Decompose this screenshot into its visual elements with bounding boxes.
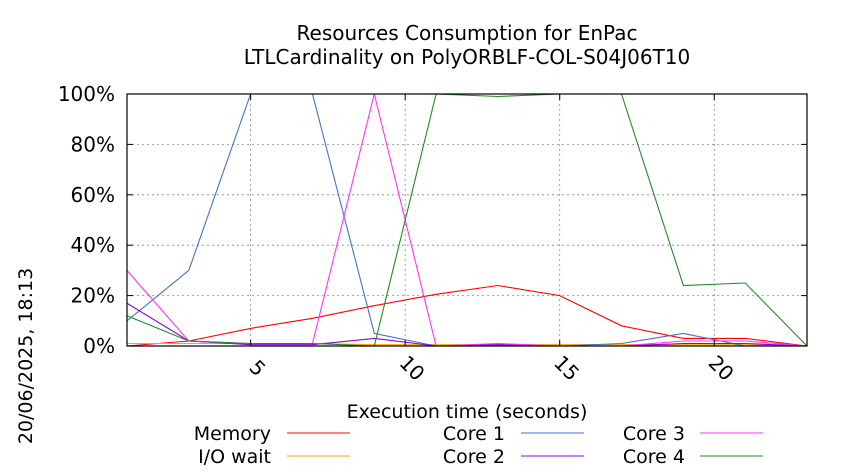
series-line-core-3 bbox=[126, 93, 808, 347]
x-axis-label: Execution time (seconds) bbox=[347, 401, 588, 423]
chart-title-line-2: LTLCardinality on PolyORBLF-COL-S04J06T1… bbox=[244, 45, 691, 69]
legend-label-memory: Memory bbox=[194, 423, 271, 445]
x-tick-label: 10 bbox=[395, 351, 430, 386]
y-tick-label: 80% bbox=[71, 132, 115, 156]
legend-label-core-3: Core 3 bbox=[623, 423, 685, 445]
series-line-core-4 bbox=[126, 93, 808, 347]
y-tick-label: 100% bbox=[58, 82, 115, 106]
x-tick-label: 20 bbox=[704, 351, 739, 386]
series-line-core-1 bbox=[126, 93, 807, 347]
legend-label-core-1: Core 1 bbox=[443, 423, 505, 445]
chart-title-line-1: Resources Consumption for EnPac bbox=[297, 21, 638, 45]
x-tick-label: 15 bbox=[549, 351, 584, 386]
legend-label-core-2: Core 2 bbox=[443, 446, 505, 468]
series-line-memory bbox=[126, 284, 808, 347]
y-tick-label: 0% bbox=[83, 334, 115, 358]
series-line-core-2 bbox=[126, 302, 808, 347]
y-tick-label: 60% bbox=[71, 183, 115, 207]
x-tick-label: 5 bbox=[245, 355, 271, 381]
y-tick-label: 20% bbox=[71, 284, 115, 308]
y-tick-label: 40% bbox=[71, 233, 115, 257]
plot-frame bbox=[126, 93, 808, 347]
series-lines bbox=[126, 93, 808, 347]
legend-label-core-4: Core 4 bbox=[623, 446, 685, 468]
legend-label-i-o-wait: I/O wait bbox=[198, 446, 271, 468]
axis-ticks: 0% 20% 40% 60% 80% 100% 5 10 15 20 bbox=[58, 82, 807, 386]
gridlines bbox=[127, 93, 807, 346]
timestamp-label: 20/06/2025, 18:13 bbox=[15, 268, 37, 444]
